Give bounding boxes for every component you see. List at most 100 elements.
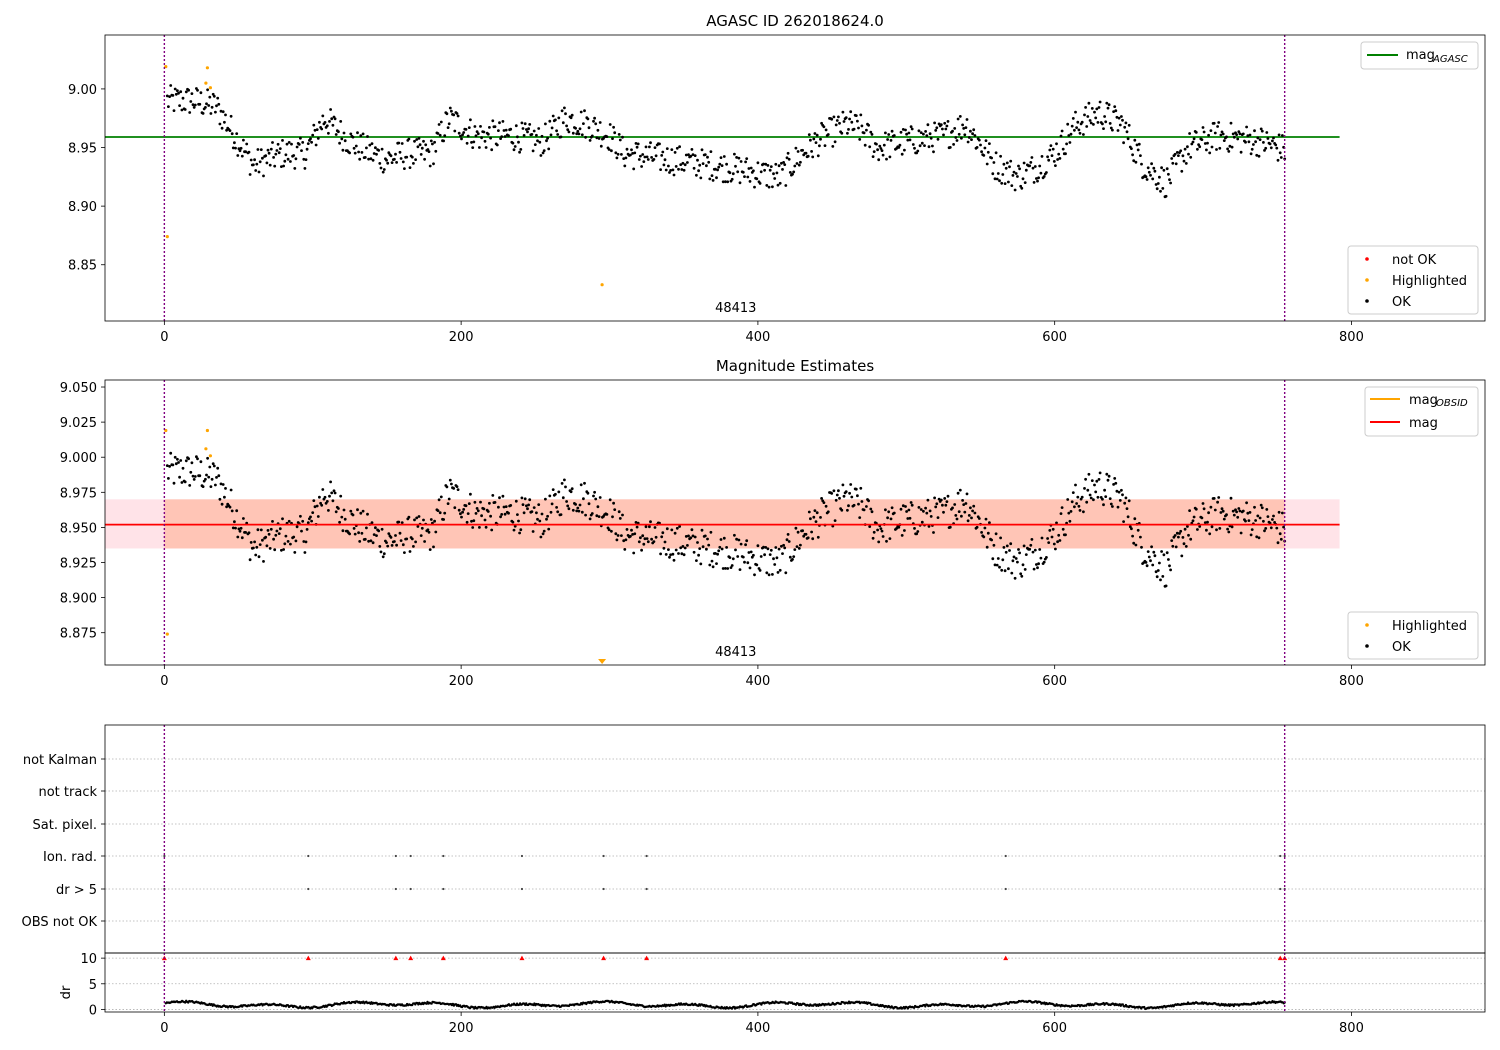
panel3-dr-point [394, 887, 397, 891]
panel1-ok-point [1186, 145, 1189, 149]
panel2-ok-point [1277, 510, 1281, 514]
panel2-ok-point [1001, 558, 1005, 562]
panel1-ok-point [1114, 109, 1118, 113]
panel1-ok-point [480, 136, 483, 140]
panel2-ok-point [1140, 545, 1143, 549]
panel2-ok-point [1075, 502, 1078, 505]
panel1-ok-point [193, 103, 197, 107]
panel1-ok-point [292, 154, 296, 157]
panel1-ok-point [1244, 140, 1247, 144]
panel3-dr-point [442, 887, 445, 891]
panel1-ok-point [1164, 194, 1168, 198]
panel2-ok-point [892, 511, 896, 515]
panel2-ok-point [1170, 539, 1174, 542]
panel2-ok-point [525, 504, 528, 508]
panel4-dr-flag-marker [519, 955, 525, 961]
panel2-ok-point [1162, 553, 1166, 557]
panel2-ok-point [583, 481, 586, 485]
panel2-ok-point [365, 526, 368, 530]
panel1-ok-point [995, 177, 999, 181]
panel1-ok-point [221, 110, 225, 114]
panel1-ok-point [1145, 178, 1149, 181]
panel1-ok-point [1235, 133, 1238, 137]
panel2-ok-point [679, 546, 683, 550]
panel2-ok-point [783, 546, 787, 550]
panel1-ok-point [1030, 156, 1034, 159]
panel1-ok-point [878, 144, 882, 148]
panel3-ion-rad-point [442, 854, 445, 858]
panel1-ok-point [1132, 159, 1136, 163]
panel2-ok-point [445, 485, 449, 489]
panel1-ok-point [731, 172, 735, 176]
panel1-highlighted-point [165, 235, 169, 239]
panel1-ok-point [189, 100, 193, 103]
panel2-ok-point [546, 514, 549, 518]
panel1-ok-point [907, 131, 911, 135]
panel2-ok-point [387, 532, 391, 535]
panel1-ok-point [214, 110, 217, 114]
panel2-ok-point [943, 497, 947, 500]
panel2-ok-point [856, 494, 859, 498]
panel2-ok-point [763, 553, 766, 557]
panel1-ok-point [782, 161, 785, 164]
panel1-ok-point [238, 149, 242, 153]
panel1-ok-point [705, 164, 708, 168]
panel1-ok-point [835, 119, 839, 122]
panel1-ok-point [847, 127, 850, 131]
panel1-ok-point [533, 143, 537, 147]
panel1-ok-point [320, 127, 324, 131]
panel2-ok-point [720, 547, 724, 551]
panel1-ok-point [630, 148, 633, 152]
panel1-ok-point [739, 160, 743, 163]
panel2-ok-point [1085, 500, 1089, 504]
panel1-ok-point [1159, 189, 1162, 193]
panel1-ok-point [617, 133, 621, 136]
panel2-ok-point [741, 555, 745, 559]
panel2-ok-point [764, 546, 768, 549]
panel2-ok-point [256, 528, 260, 532]
panel2-ok-point [640, 548, 643, 552]
panel1-ok-point [951, 129, 954, 133]
panel1-ok-point [423, 157, 426, 161]
panel1-ok-point [752, 169, 755, 173]
panel1-ok-point [969, 129, 972, 133]
panel1-ok-point [774, 162, 778, 166]
panel2-ok-point [1257, 536, 1261, 540]
panel1-ok-point [486, 132, 490, 136]
panel3-dr-point [1279, 887, 1282, 891]
panel2-ok-point [539, 535, 543, 539]
panel1-ok-point [284, 153, 288, 157]
panel1-ok-point [654, 154, 658, 158]
panel1-ok-point [935, 126, 939, 130]
panel1-ok-point [984, 139, 988, 143]
panel2-ok-point [187, 457, 191, 461]
panel2-ok-point [484, 525, 488, 529]
panel2-ok-point [574, 503, 577, 506]
panel1-ok-point [641, 153, 645, 156]
panel2-ok-point [174, 462, 178, 466]
panel1-ok-point [701, 162, 705, 166]
panel1-ok-point [500, 135, 504, 139]
panel2-ok-point [1234, 508, 1237, 512]
panel1-ok-point [1047, 158, 1051, 162]
panel2-ok-point [1068, 519, 1072, 523]
panel1-ok-point [1152, 166, 1156, 170]
panel1-ok-point [590, 134, 594, 138]
panel1-xtick-label: 800 [1339, 330, 1364, 345]
panel2-ok-point [210, 477, 214, 481]
panel2-ok-point [1106, 478, 1110, 482]
panel2-ok-point [334, 510, 338, 514]
panel2-ok-point [193, 475, 197, 478]
panel1-ok-point [1139, 154, 1142, 158]
panel2-ok-point [695, 559, 698, 562]
panel2-ok-point [1017, 548, 1020, 551]
panel1-ok-point [746, 175, 750, 179]
panel1-ok-point [410, 155, 414, 159]
panel2-ok-point [967, 514, 971, 517]
panel2-ok-point [830, 492, 834, 495]
panel1-ok-point [1069, 132, 1073, 136]
panel2-ok-point [321, 488, 325, 491]
panel1-ok-point [1168, 178, 1171, 182]
panel2-ok-point [597, 515, 601, 518]
panel2-ok-point [1227, 530, 1231, 534]
